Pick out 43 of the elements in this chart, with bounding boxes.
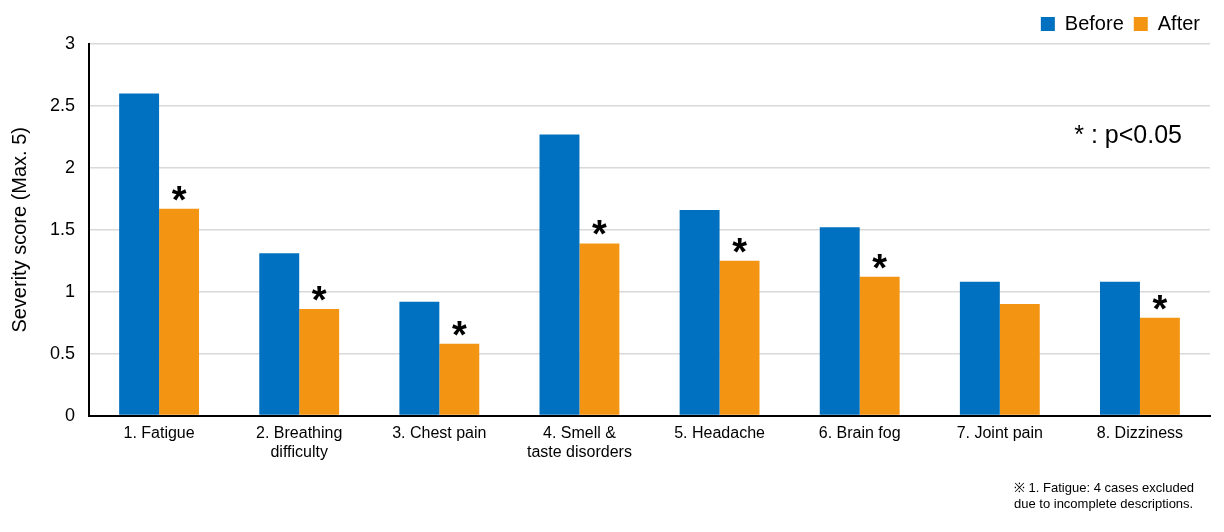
bar <box>999 304 1040 415</box>
x-tick-label: 6. Brain fog <box>818 423 901 441</box>
y-tick-label: 0.5 <box>49 342 76 363</box>
text: ※ 1. Fatigue: 4 cases excluded due to incomplete descriptions. <box>1014 479 1195 511</box>
bar <box>959 281 1000 415</box>
bar <box>399 301 440 415</box>
annotation: * <box>311 279 327 322</box>
bar <box>259 253 300 415</box>
bar <box>1100 281 1140 415</box>
x-tick-label: 8. Dizziness <box>1096 423 1184 441</box>
y-tick-label: 3 <box>65 32 76 53</box>
annotation: * <box>1152 287 1168 330</box>
x-tick-label: 4. Smell & taste disorders <box>526 423 632 460</box>
x-tick-label: 3. Chest pain <box>392 423 487 441</box>
bar <box>299 309 340 415</box>
y-axis-title: Severity score (Max. 5) <box>7 127 30 333</box>
x-tick-label: 5. Headache <box>674 423 766 441</box>
bar <box>819 227 860 415</box>
annotation: * <box>592 213 608 256</box>
bar <box>719 260 760 415</box>
y-tick-label: 2.5 <box>49 94 76 115</box>
annotation: * : p<0.05 <box>1074 119 1182 148</box>
y-tick-label: 2 <box>65 156 76 177</box>
x-tick-label: 1. Fatigue <box>123 423 195 441</box>
bar <box>439 343 480 415</box>
annotation: * <box>171 178 187 221</box>
annotation: * <box>732 230 748 273</box>
y-tick-label: 1.5 <box>49 218 76 239</box>
bar <box>539 134 580 415</box>
y-tick-label: 1 <box>65 280 76 301</box>
y-tick-label: 0 <box>65 404 76 425</box>
legend-label: After <box>1157 11 1201 34</box>
legend-label: Before <box>1064 11 1124 34</box>
bar <box>159 208 200 415</box>
bar <box>579 243 620 415</box>
bar <box>119 93 160 415</box>
annotation: * <box>872 246 888 289</box>
bar <box>1139 317 1180 415</box>
x-tick-label: 2. Breathing difficulty <box>256 423 343 460</box>
annotation: * <box>451 313 467 356</box>
bar <box>679 209 720 415</box>
x-tick-label: 7. Joint pain <box>956 423 1043 441</box>
bar <box>859 276 900 415</box>
